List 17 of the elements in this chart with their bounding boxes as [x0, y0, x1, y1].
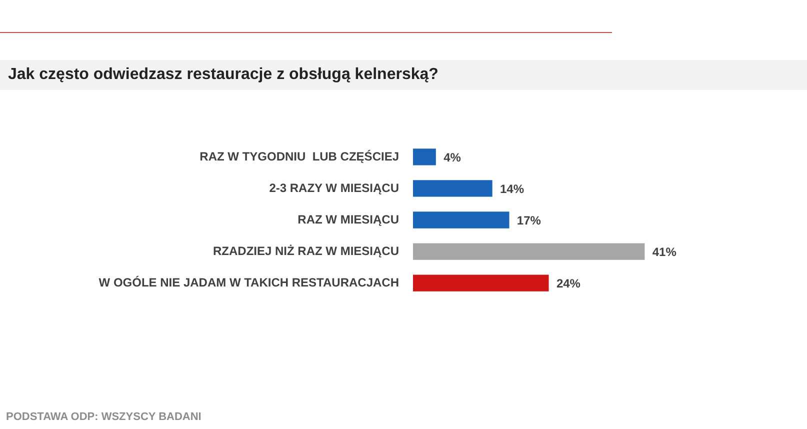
y-tick-label: W OGÓLE NIE JADAM W TAKICH RESTAURACJACH [98, 275, 399, 290]
data-label: 24% [556, 276, 581, 290]
y-tick-label: RZADZIEJ NIŻ RAZ W MIESIĄCU [213, 244, 399, 258]
text: PODSTAWA ODP: WSZYSCY BADANI [6, 411, 202, 423]
y-tick-label: RAZ W TYGODNIU LUB CZĘŚCIEJ [200, 149, 399, 164]
bar [413, 148, 436, 166]
data-label: 17% [516, 213, 542, 228]
text: Jak często odwiedzasz restauracje z obsługą kelnerską? [8, 66, 438, 84]
data-label: 41% [652, 244, 677, 259]
data-label: 4% [444, 150, 462, 164]
y-tick-label: 2-3 RAZY W MIESIĄCU [269, 180, 399, 195]
bar [413, 243, 645, 260]
data-label: 14% [500, 182, 524, 196]
bar [413, 212, 510, 228]
bar [413, 180, 492, 197]
bar [413, 274, 549, 292]
y-tick-label: RAZ W MIESIĄCU [298, 212, 399, 226]
